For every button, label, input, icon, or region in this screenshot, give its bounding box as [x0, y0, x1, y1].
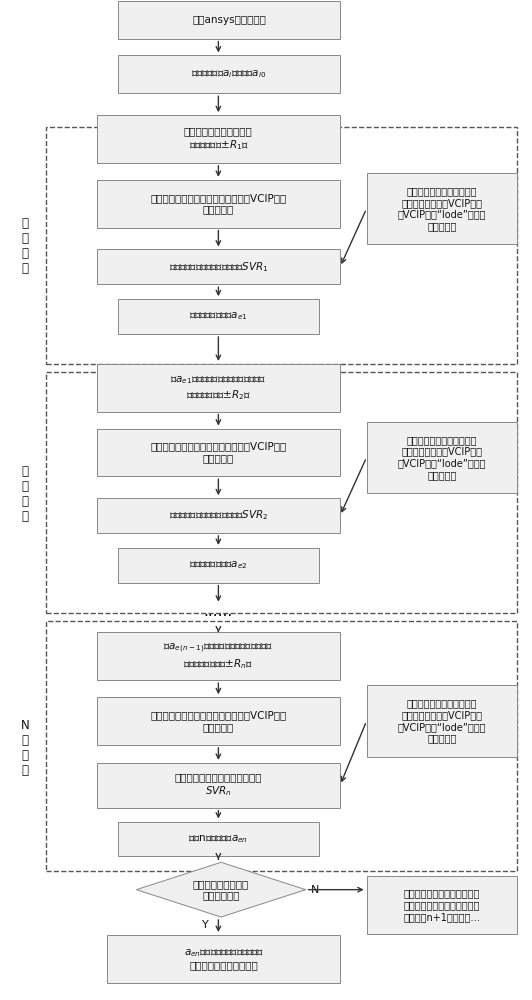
Bar	[46, 372, 518, 613]
Text: 以$a_{e(n-1)}$为二次修正中心値，缩小修正
范围（二次修正，±$R_n$）: 以$a_{e(n-1)}$为二次修正中心値，缩小修正 范围（二次修正，±$R_n…	[163, 642, 273, 671]
FancyBboxPatch shape	[97, 498, 340, 533]
Text: 获得二次修正后的$a_{e2}$: 获得二次修正后的$a_{e2}$	[189, 559, 247, 571]
Text: 设置参数，训练支持向量回归机
$SVR_n$: 设置参数，训练支持向量回归机 $SVR_n$	[174, 772, 262, 798]
Text: 获得n次修正后的$a_{en}$: 获得n次修正后的$a_{en}$	[188, 833, 248, 845]
FancyBboxPatch shape	[97, 249, 340, 284]
Text: 将实测模态信息输入到参数
组合界面内，计算VCIP，并
将VCIP参数“lode”到改进
后的界面。: 将实测模态信息输入到参数 组合界面内，计算VCIP，并 将VCIP参数“lode…	[398, 435, 486, 480]
Text: $a_{en}$为最终修正后得物理参数，
对应结构响应为预测响应: $a_{en}$为最终修正后得物理参数， 对应结构响应为预测响应	[184, 947, 264, 971]
Text: 初
始
修
正: 初 始 修 正	[22, 217, 29, 275]
Text: 数値计算，均造样本，计算输入参数VCIP及对
应输出参数: 数値计算，均造样本，计算输入参数VCIP及对 应输出参数	[150, 442, 287, 463]
Text: Y: Y	[202, 920, 209, 930]
Text: 将实测模态信息输入到参数
组合界面内，计算VCIP，并
将VCIP参数“lode”到改进
后的界面。: 将实测模态信息输入到参数 组合界面内，计算VCIP，并 将VCIP参数“lode…	[398, 699, 486, 743]
Text: 数値计算，均造样本，计算输入参数VCIP及对
应输出参数: 数値计算，均造样本，计算输入参数VCIP及对 应输出参数	[150, 710, 287, 732]
FancyBboxPatch shape	[97, 697, 340, 745]
FancyBboxPatch shape	[367, 173, 518, 244]
FancyBboxPatch shape	[118, 1, 340, 39]
Text: 获得初次修正后的$a_{e1}$: 获得初次修正后的$a_{e1}$	[189, 311, 247, 322]
Text: N
次
修
正: N 次 修 正	[21, 719, 30, 777]
Text: 建立ansys精细化模型: 建立ansys精细化模型	[192, 15, 266, 25]
FancyBboxPatch shape	[97, 364, 340, 412]
FancyBboxPatch shape	[97, 632, 340, 680]
Text: 以$a_{e1}$为二次修正中心値，缩小修正范
围（二次修正，±$R_2$）: 以$a_{e1}$为二次修正中心値，缩小修正范 围（二次修正，±$R_2$）	[170, 374, 267, 402]
FancyBboxPatch shape	[367, 685, 518, 757]
FancyBboxPatch shape	[367, 876, 518, 934]
Text: 确定修正参数$a_i$的基准値$a_{i0}$: 确定修正参数$a_i$的基准値$a_{i0}$	[192, 68, 267, 80]
FancyBboxPatch shape	[118, 822, 319, 856]
Text: 结构响应评价良好；
物理参数收敛: 结构响应评价良好； 物理参数收敛	[193, 879, 249, 900]
FancyBboxPatch shape	[107, 935, 340, 983]
Text: 预估修正参数的取値范围
（初次修正，±$R_1$）: 预估修正参数的取値范围 （初次修正，±$R_1$）	[184, 126, 253, 152]
FancyBboxPatch shape	[97, 429, 340, 476]
Text: 将实测模态信息输入到参数
组合界面内，计算VCIP，并
将VCIP参数“lode”到改进
后的界面。: 将实测模态信息输入到参数 组合界面内，计算VCIP，并 将VCIP参数“lode…	[398, 186, 486, 231]
Polygon shape	[136, 862, 306, 917]
Text: N: N	[311, 885, 319, 895]
Text: ······: ······	[204, 609, 233, 624]
Text: 对于收敛的物理参数不再进行
修正，只针对不收敛的物理参
数进行（n+1）次修正…: 对于收敛的物理参数不再进行 修正，只针对不收敛的物理参 数进行（n+1）次修正…	[403, 888, 480, 922]
FancyBboxPatch shape	[118, 548, 319, 583]
FancyBboxPatch shape	[118, 55, 340, 93]
Text: 设置参数，训练支持向量回归机$SVR_1$: 设置参数，训练支持向量回归机$SVR_1$	[169, 260, 268, 274]
Bar	[46, 127, 518, 364]
FancyBboxPatch shape	[97, 180, 340, 228]
FancyBboxPatch shape	[367, 422, 518, 493]
Text: 二
次
修
正: 二 次 修 正	[22, 465, 29, 523]
FancyBboxPatch shape	[97, 763, 340, 808]
Text: 数値计算，均造样本，计算输入参数VCIP及对
应输出参数: 数値计算，均造样本，计算输入参数VCIP及对 应输出参数	[150, 193, 287, 214]
Bar	[46, 621, 518, 871]
FancyBboxPatch shape	[118, 299, 319, 334]
FancyBboxPatch shape	[97, 115, 340, 163]
Text: 设置参数，训练支持向量回归机$SVR_2$: 设置参数，训练支持向量回归机$SVR_2$	[169, 509, 268, 522]
